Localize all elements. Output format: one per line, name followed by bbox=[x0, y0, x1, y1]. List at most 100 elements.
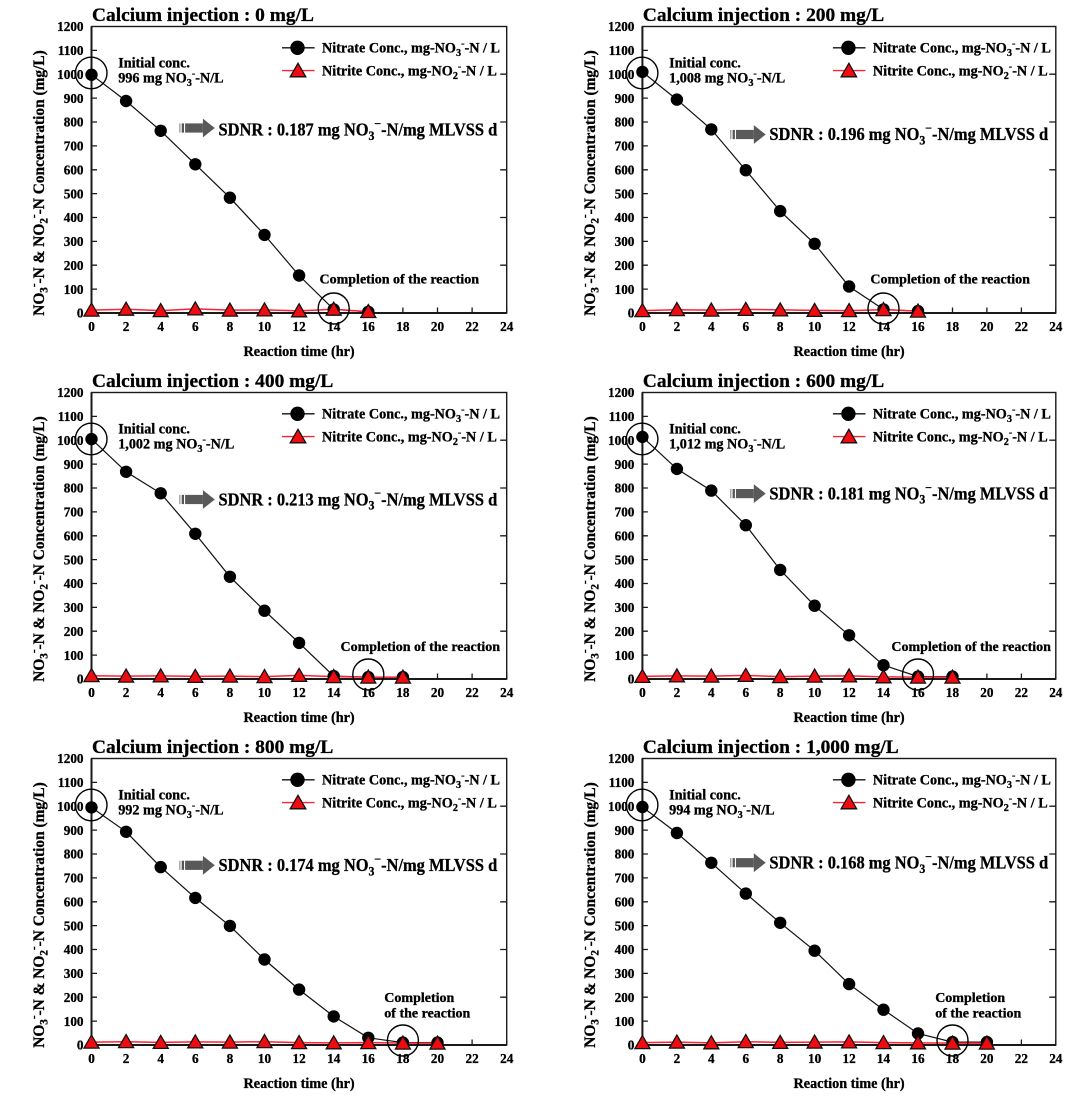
svg-text:500: 500 bbox=[615, 918, 635, 933]
svg-text:4: 4 bbox=[157, 1051, 164, 1066]
svg-text:Reaction time (hr): Reaction time (hr) bbox=[794, 710, 905, 726]
svg-text:1100: 1100 bbox=[58, 409, 84, 424]
svg-text:900: 900 bbox=[64, 823, 84, 838]
svg-text:Completion: Completion bbox=[384, 991, 454, 1006]
svg-text:400: 400 bbox=[615, 942, 635, 957]
svg-text:16: 16 bbox=[362, 685, 376, 700]
svg-text:0: 0 bbox=[628, 672, 635, 687]
svg-text:1000: 1000 bbox=[57, 799, 84, 814]
svg-text:12: 12 bbox=[293, 1051, 307, 1066]
svg-text:0: 0 bbox=[77, 1038, 84, 1053]
svg-text:Completion of the reaction: Completion of the reaction bbox=[320, 273, 480, 288]
svg-text:12: 12 bbox=[843, 685, 857, 700]
svg-text:700: 700 bbox=[615, 871, 635, 886]
svg-text:of the reaction: of the reaction bbox=[384, 1006, 470, 1021]
svg-text:0: 0 bbox=[77, 306, 84, 321]
svg-text:400: 400 bbox=[64, 942, 84, 957]
svg-text:Calcium injection : 0 mg/L: Calcium injection : 0 mg/L bbox=[92, 5, 314, 26]
svg-text:24: 24 bbox=[1049, 1051, 1063, 1066]
svg-text:20: 20 bbox=[431, 685, 445, 700]
svg-text:300: 300 bbox=[615, 966, 635, 981]
svg-text:2: 2 bbox=[674, 685, 681, 700]
svg-text:20: 20 bbox=[980, 319, 994, 334]
svg-text:18: 18 bbox=[946, 319, 960, 334]
svg-text:1,002 mg NO3--N/L: 1,002 mg NO3--N/L bbox=[118, 435, 234, 455]
svg-text:24: 24 bbox=[500, 319, 514, 334]
svg-text:2: 2 bbox=[123, 685, 130, 700]
svg-text:4: 4 bbox=[708, 685, 715, 700]
svg-text:4: 4 bbox=[157, 319, 164, 334]
svg-text:500: 500 bbox=[64, 186, 84, 201]
svg-text:1200: 1200 bbox=[608, 19, 635, 34]
svg-text:994 mg NO3--N/L: 994 mg NO3--N/L bbox=[669, 801, 774, 821]
svg-text:1100: 1100 bbox=[609, 775, 635, 790]
svg-text:992 mg NO3--N/L: 992 mg NO3--N/L bbox=[118, 801, 223, 821]
svg-text:400: 400 bbox=[615, 576, 635, 591]
svg-text:24: 24 bbox=[1049, 685, 1063, 700]
svg-text:Completion of the reaction: Completion of the reaction bbox=[870, 273, 1030, 288]
svg-text:22: 22 bbox=[466, 685, 480, 700]
svg-text:2: 2 bbox=[123, 1051, 130, 1066]
svg-text:16: 16 bbox=[911, 1051, 925, 1066]
svg-text:700: 700 bbox=[64, 139, 84, 154]
svg-text:1000: 1000 bbox=[608, 67, 635, 82]
svg-text:0: 0 bbox=[639, 1051, 646, 1066]
svg-text:NO3--N & NO2--N Concentration: NO3--N & NO2--N Concentration (mg/L) bbox=[579, 416, 601, 682]
svg-text:800: 800 bbox=[615, 481, 635, 496]
svg-text:Completion of the reaction: Completion of the reaction bbox=[891, 640, 1051, 655]
svg-text:Reaction time (hr): Reaction time (hr) bbox=[794, 1076, 905, 1092]
svg-text:20: 20 bbox=[980, 1051, 994, 1066]
svg-text:18: 18 bbox=[946, 685, 960, 700]
svg-text:Calcium injection : 800 mg/L: Calcium injection : 800 mg/L bbox=[92, 737, 333, 758]
svg-text:Nitrite Conc., mg-NO2--N / L: Nitrite Conc., mg-NO2--N / L bbox=[873, 427, 1048, 447]
svg-text:Nitrate Conc., mg-NO3--N / L: Nitrate Conc., mg-NO3--N / L bbox=[322, 770, 500, 790]
svg-text:300: 300 bbox=[64, 600, 84, 615]
svg-text:10: 10 bbox=[808, 1051, 822, 1066]
svg-text:500: 500 bbox=[64, 918, 84, 933]
svg-text:1000: 1000 bbox=[608, 799, 635, 814]
svg-text:8: 8 bbox=[777, 1051, 784, 1066]
svg-text:1,008 mg NO3--N/L: 1,008 mg NO3--N/L bbox=[669, 69, 785, 89]
svg-text:SDNR : 0.213 mg NO3−-N/mg MLVS: SDNR : 0.213 mg NO3−-N/mg MLVSS d bbox=[219, 486, 498, 513]
svg-text:800: 800 bbox=[615, 847, 635, 862]
svg-text:12: 12 bbox=[293, 685, 307, 700]
svg-text:12: 12 bbox=[843, 319, 857, 334]
svg-text:10: 10 bbox=[258, 685, 272, 700]
svg-text:0: 0 bbox=[88, 685, 95, 700]
svg-text:1,012 mg NO3--N/L: 1,012 mg NO3--N/L bbox=[669, 435, 785, 455]
svg-text:22: 22 bbox=[1015, 1051, 1029, 1066]
svg-text:800: 800 bbox=[64, 481, 84, 496]
svg-text:600: 600 bbox=[64, 529, 84, 544]
svg-text:14: 14 bbox=[877, 319, 891, 334]
svg-text:700: 700 bbox=[615, 505, 635, 520]
svg-text:Reaction time (hr): Reaction time (hr) bbox=[244, 344, 355, 360]
svg-text:Initial conc.: Initial conc. bbox=[118, 56, 190, 72]
svg-text:14: 14 bbox=[877, 1051, 891, 1066]
svg-text:100: 100 bbox=[615, 648, 635, 663]
svg-text:8: 8 bbox=[227, 1051, 234, 1066]
svg-text:6: 6 bbox=[192, 685, 199, 700]
svg-text:SDNR : 0.174 mg NO3−-N/mg MLVS: SDNR : 0.174 mg NO3−-N/mg MLVSS d bbox=[219, 852, 498, 879]
svg-text:8: 8 bbox=[227, 685, 234, 700]
svg-text:22: 22 bbox=[466, 1051, 480, 1066]
svg-text:0: 0 bbox=[88, 1051, 95, 1066]
svg-text:100: 100 bbox=[64, 1014, 84, 1029]
svg-text:4: 4 bbox=[708, 319, 715, 334]
svg-text:10: 10 bbox=[808, 685, 822, 700]
svg-text:900: 900 bbox=[615, 823, 635, 838]
svg-text:300: 300 bbox=[64, 234, 84, 249]
svg-text:700: 700 bbox=[64, 505, 84, 520]
svg-text:4: 4 bbox=[708, 1051, 715, 1066]
svg-text:300: 300 bbox=[64, 966, 84, 981]
svg-text:Nitrite Conc., mg-NO2--N / L: Nitrite Conc., mg-NO2--N / L bbox=[873, 793, 1048, 813]
svg-text:20: 20 bbox=[431, 319, 445, 334]
svg-text:16: 16 bbox=[362, 1051, 376, 1066]
svg-text:1200: 1200 bbox=[57, 751, 84, 766]
svg-text:0: 0 bbox=[628, 1038, 635, 1053]
svg-text:400: 400 bbox=[64, 576, 84, 591]
svg-text:2: 2 bbox=[123, 319, 130, 334]
svg-text:NO3--N & NO2--N Concentration: NO3--N & NO2--N Concentration (mg/L) bbox=[29, 416, 51, 682]
svg-text:600: 600 bbox=[615, 895, 635, 910]
svg-text:600: 600 bbox=[64, 162, 84, 177]
svg-text:24: 24 bbox=[500, 685, 514, 700]
